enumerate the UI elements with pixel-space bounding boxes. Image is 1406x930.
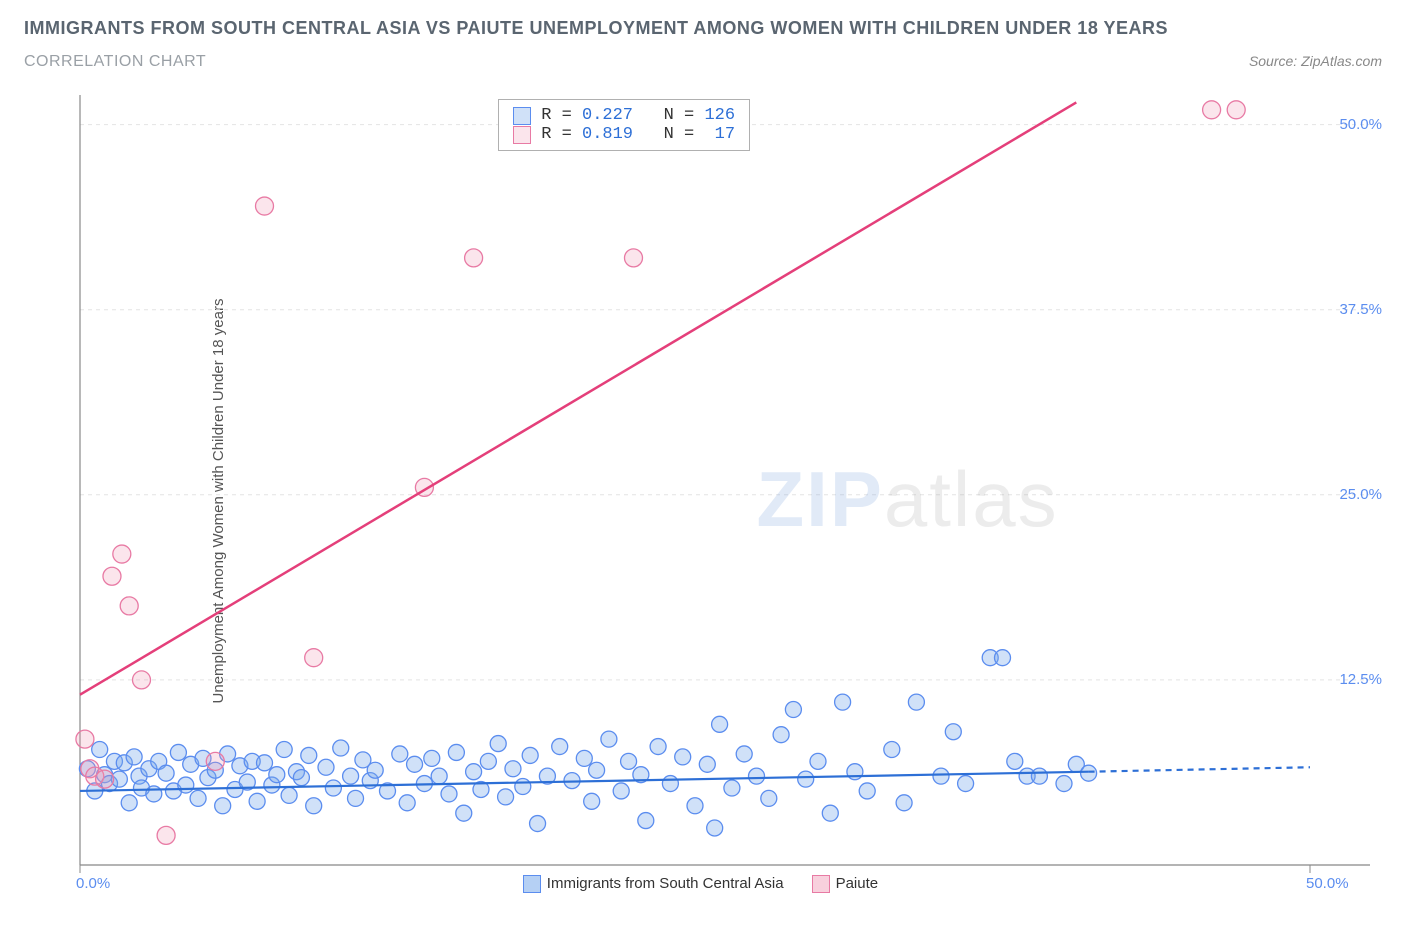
correlation-row: R = 0.819 N = 17 [513, 125, 735, 144]
y-tick-label: 12.5% [1339, 671, 1382, 688]
series-legend: Immigrants from South Central Asia Paiute [523, 875, 878, 893]
legend-item: Paiute [812, 875, 879, 893]
chart-source: Source: ZipAtlas.com [1249, 53, 1382, 69]
chart-subtitle: CORRELATION CHART [24, 53, 206, 71]
scatter-chart: ZIPatlas [24, 95, 1382, 907]
legend-swatch [513, 126, 531, 144]
correlation-legend: R = 0.227 N = 126R = 0.819 N = 17 [498, 99, 750, 151]
x-tick-label: 0.0% [76, 875, 110, 892]
legend-swatch [523, 875, 541, 893]
svg-text:ZIPatlas: ZIPatlas [757, 455, 1059, 543]
y-tick-label: 50.0% [1339, 116, 1382, 133]
y-tick-label: 37.5% [1339, 301, 1382, 318]
y-tick-label: 25.0% [1339, 486, 1382, 503]
legend-item: Immigrants from South Central Asia [523, 875, 784, 893]
legend-swatch [812, 875, 830, 893]
chart-header: IMMIGRANTS FROM SOUTH CENTRAL ASIA VS PA… [0, 0, 1406, 71]
chart-title: IMMIGRANTS FROM SOUTH CENTRAL ASIA VS PA… [24, 18, 1382, 39]
x-tick-label: 50.0% [1306, 875, 1349, 892]
chart-container: Unemployment Among Women with Children U… [24, 95, 1382, 907]
legend-label: Paiute [836, 875, 879, 892]
correlation-row: R = 0.227 N = 126 [513, 106, 735, 125]
legend-swatch [513, 107, 531, 125]
legend-label: Immigrants from South Central Asia [547, 875, 784, 892]
